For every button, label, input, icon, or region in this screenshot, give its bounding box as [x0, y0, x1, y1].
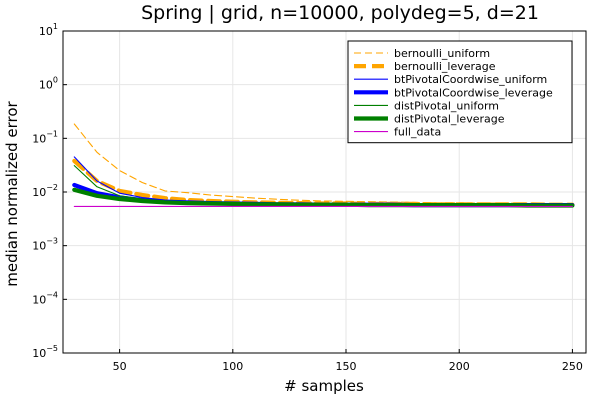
legend-label: btPivotalCoordwise_leverage	[394, 86, 553, 99]
chart-title: Spring | grid, n=10000, polydeg=5, d=21	[141, 2, 539, 24]
y-axis-label: median normalized error	[3, 100, 21, 286]
y-axis-ticks: 101 100 10−1 10−2 10−3 10−4 10−5	[32, 22, 67, 360]
legend-label: btPivotalCoordwise_uniform	[394, 73, 547, 86]
legend-label: full_data	[394, 126, 441, 139]
y-tick-label: 10−1	[32, 129, 58, 145]
legend-label: distPivotal_uniform	[394, 99, 499, 112]
x-tick-label: 100	[222, 360, 243, 373]
series-layer	[72, 123, 575, 208]
legend-label: distPivotal_leverage	[394, 113, 505, 126]
y-tick-label: 10−4	[32, 290, 58, 306]
x-tick-label: 200	[449, 360, 470, 373]
legend-label: bernoulli_leverage	[394, 60, 496, 73]
x-axis-label: # samples	[284, 377, 364, 395]
y-tick-label: 100	[39, 76, 58, 92]
y-tick-label: 10−3	[32, 237, 58, 253]
y-tick-label: 10−2	[32, 183, 58, 199]
legend: bernoulli_uniformbernoulli_leveragebtPiv…	[347, 40, 573, 144]
x-tick-label: 50	[113, 360, 127, 373]
x-tick-label: 150	[336, 360, 357, 373]
y-tick-label: 101	[39, 22, 58, 38]
x-axis-ticks: 50 100 150 200 250	[113, 349, 583, 373]
series-line-distPivotal-leverage	[72, 187, 575, 208]
legend-label: bernoulli_uniform	[394, 47, 490, 60]
x-tick-label: 250	[562, 360, 583, 373]
y-tick-label: 10−5	[32, 344, 58, 360]
